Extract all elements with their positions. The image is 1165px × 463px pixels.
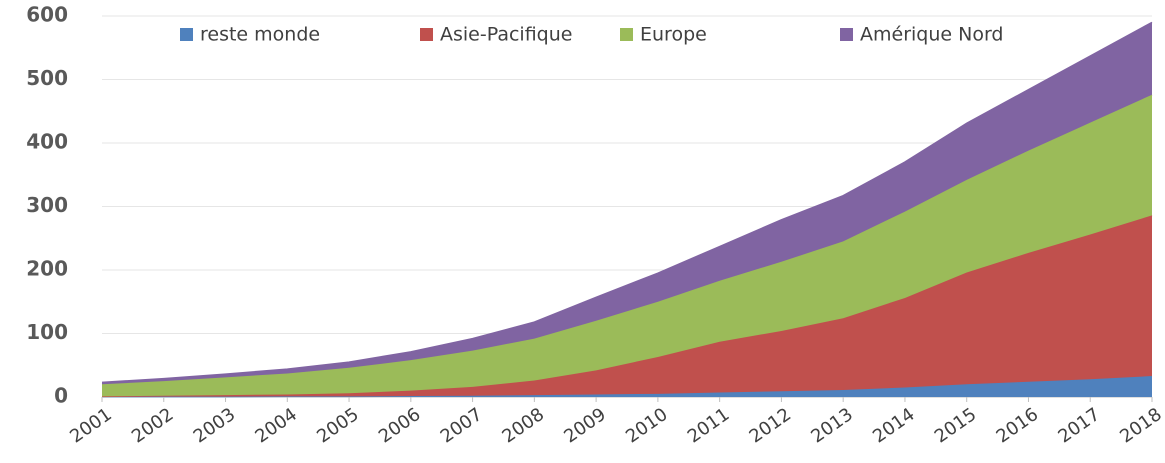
legend-swatch — [620, 28, 633, 41]
x-tick-label: 2015 — [931, 404, 981, 447]
x-tick-label: 2003 — [190, 404, 240, 447]
legend-label: Asie-Pacifique — [440, 24, 572, 46]
area-fill — [102, 94, 1152, 397]
x-tick-label: 2006 — [375, 404, 425, 447]
area-fill — [102, 376, 1152, 397]
x-tick-label: 2008 — [499, 404, 549, 447]
x-tick-label: 2001 — [66, 404, 116, 447]
y-tick-label: 400 — [26, 130, 68, 154]
legend-swatch — [420, 28, 433, 41]
x-tick-label: 2005 — [313, 404, 363, 447]
x-tick-label: 2004 — [251, 404, 301, 447]
x-tick-label: 2013 — [807, 404, 857, 447]
x-tick-label: 2017 — [1054, 404, 1104, 447]
x-tick-label: 2010 — [622, 404, 672, 447]
x-tick-label: 2002 — [128, 404, 178, 447]
x-tick-label: 2012 — [746, 404, 796, 447]
x-tick-label: 2014 — [869, 404, 919, 447]
y-tick-label: 100 — [26, 320, 68, 344]
y-tick-label: 500 — [26, 66, 68, 90]
legend-label: reste monde — [200, 24, 320, 46]
x-tick-label: 2007 — [437, 404, 487, 447]
legend-swatch — [180, 28, 193, 41]
y-tick-label: 0 — [54, 384, 68, 408]
x-tick-label: 2016 — [993, 404, 1043, 447]
x-tick-label: 2009 — [560, 404, 610, 447]
legend-label: Europe — [640, 24, 707, 46]
x-tick-label: 2018 — [1116, 404, 1165, 447]
legend-label: Amérique Nord — [860, 24, 1004, 46]
x-tick-label: 2011 — [684, 404, 734, 447]
area-edge — [101, 21, 1153, 384]
y-tick-label: 600 — [26, 3, 68, 27]
area-fill — [102, 215, 1152, 397]
legend-swatch — [840, 28, 853, 41]
y-tick-label: 300 — [26, 193, 68, 217]
y-tick-label: 200 — [26, 257, 68, 281]
